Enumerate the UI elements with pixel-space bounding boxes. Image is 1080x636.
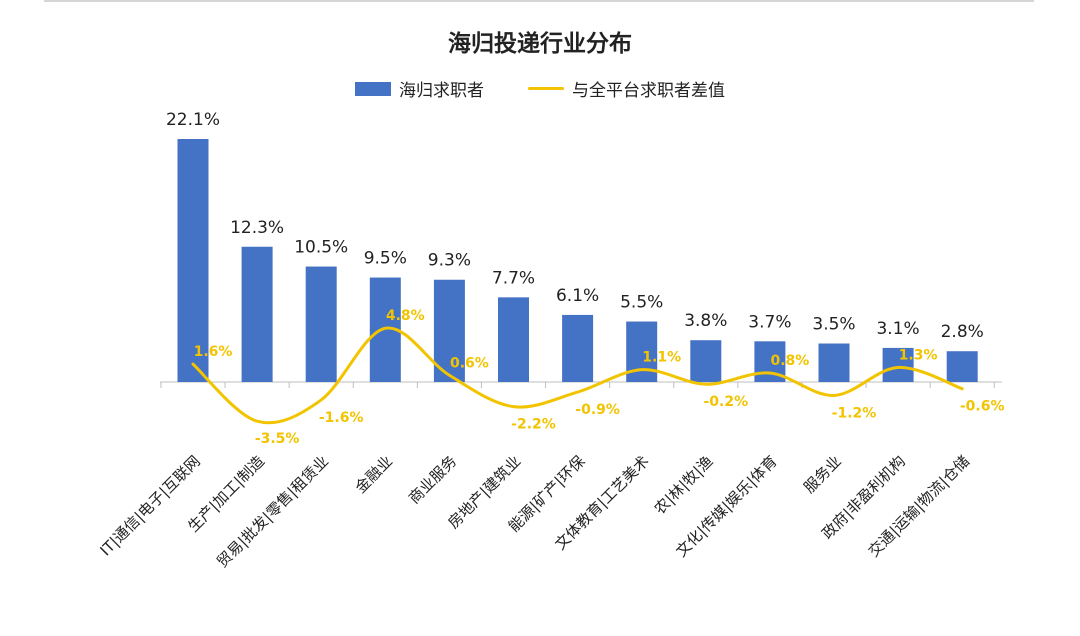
bar-value-label: 12.3%: [230, 218, 284, 238]
bar-value-label: 9.3%: [428, 251, 471, 271]
bar: [946, 351, 978, 382]
bar: [305, 266, 337, 382]
bar: [562, 314, 594, 382]
line-value-label: -3.5%: [255, 431, 300, 447]
line-value-label: -1.2%: [832, 405, 877, 421]
line-value-label: 1.1%: [642, 350, 681, 366]
difference-line: [191, 326, 964, 425]
bar: [241, 246, 273, 382]
top-divider: [44, 0, 1034, 2]
category-label: 服务业: [800, 452, 845, 497]
bar-value-label: 2.8%: [941, 322, 984, 342]
bar: [818, 343, 850, 382]
bar-value-label: 7.7%: [492, 268, 535, 288]
legend-item-line: 与全平台求职者差值: [528, 76, 725, 101]
bar-value-label: 3.8%: [684, 311, 727, 331]
line-value-label: -0.6%: [960, 399, 1005, 415]
bar-value-label: 3.5%: [812, 315, 855, 335]
bar: [177, 139, 209, 382]
line-value-label: -2.2%: [511, 417, 556, 433]
bar: [882, 347, 914, 382]
category-label: IT|通信|电子|互联网: [97, 452, 204, 559]
line-value-label: 4.8%: [386, 308, 425, 324]
bar-value-label: 5.5%: [620, 293, 663, 313]
bar-value-label: 10.5%: [294, 238, 348, 258]
legend-swatch-bars: [355, 81, 391, 96]
bar-value-label: 6.1%: [556, 286, 599, 306]
line-value-label: -0.9%: [575, 402, 620, 418]
line-value-label: -1.6%: [319, 410, 364, 426]
legend-label-bars: 海归求职者: [399, 81, 484, 101]
bar-value-label: 3.7%: [748, 312, 791, 332]
line-value-label: 0.6%: [450, 355, 489, 371]
line-value-label: 1.6%: [194, 344, 233, 360]
bar: [433, 279, 465, 382]
bar-value-label: 22.1%: [166, 110, 220, 130]
legend-label-line: 与全平台求职者差值: [572, 81, 725, 101]
legend-item-bars: 海归求职者: [355, 76, 484, 101]
line-value-label: 1.3%: [899, 347, 938, 363]
category-label: 金融业: [352, 452, 397, 497]
legend-swatch-line: [528, 87, 564, 90]
bar-value-label: 9.5%: [364, 249, 407, 269]
line-value-label: -0.2%: [703, 394, 748, 410]
bar-value-label: 3.1%: [876, 319, 919, 339]
category-label: 农|林|牧|渔: [651, 452, 717, 518]
bar: [690, 340, 722, 382]
category-label: 贸易|批发|零售|租赁业: [213, 452, 332, 571]
chart-title: 海归投递行业分布: [448, 31, 632, 57]
legend: 海归求职者 与全平台求职者差值: [0, 76, 1080, 101]
bar: [498, 297, 529, 382]
line-value-label: 0.8%: [770, 353, 809, 369]
category-label: 商业服务: [405, 452, 460, 507]
